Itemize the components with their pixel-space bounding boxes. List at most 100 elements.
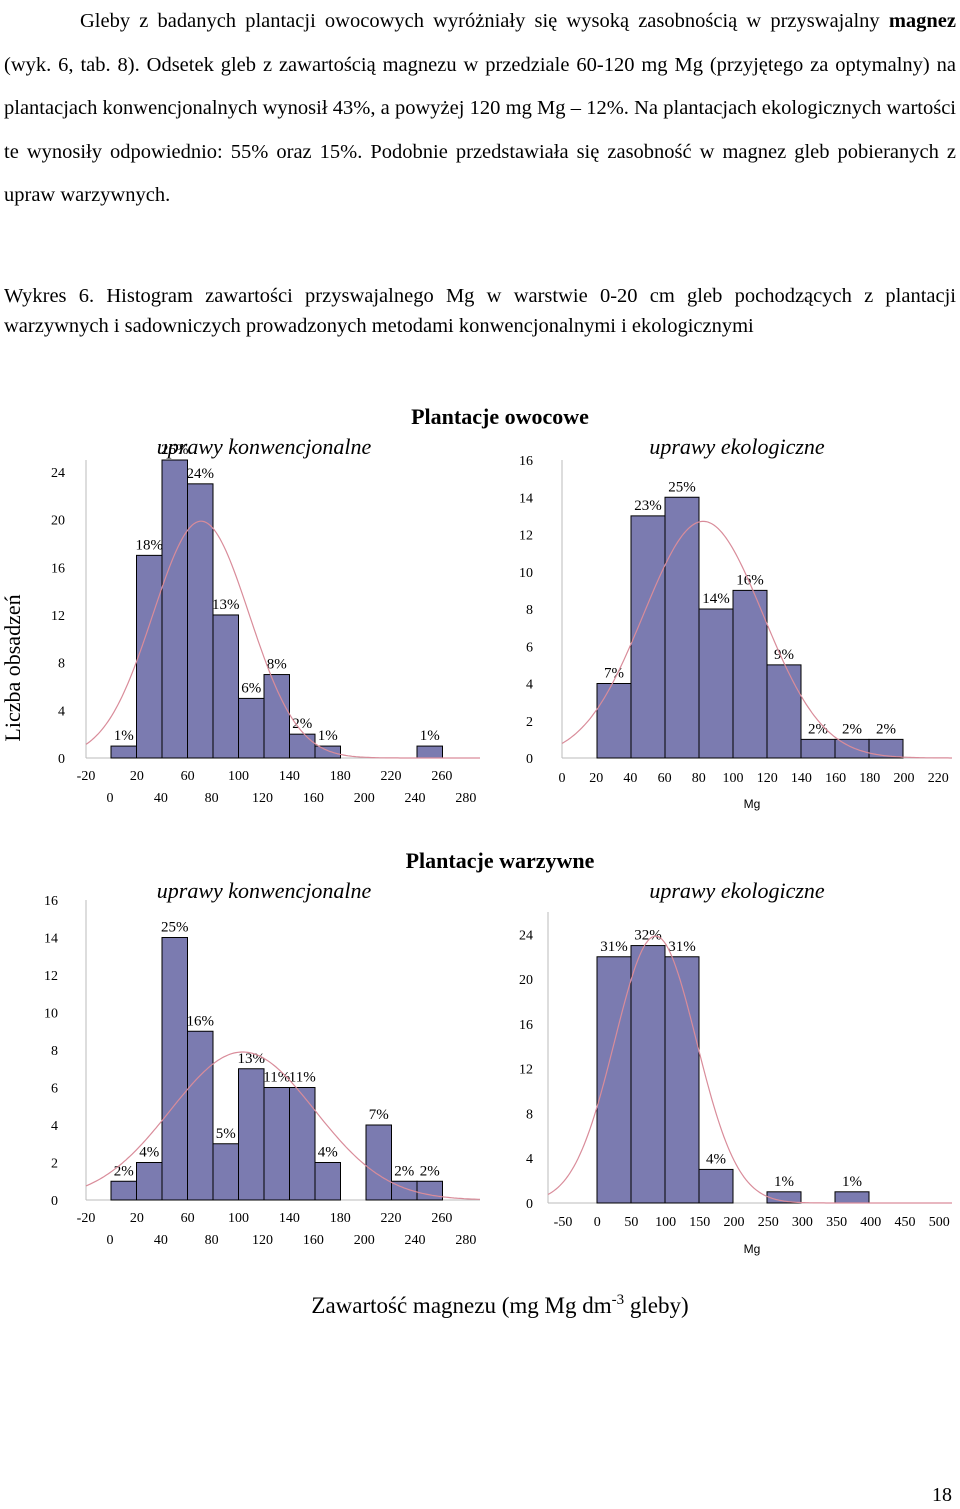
x-tick-label: 100 (723, 771, 744, 786)
x-tick-label: 60 (658, 771, 672, 786)
bar-data-label: 16% (736, 572, 764, 588)
bar-data-label: 24% (187, 466, 215, 482)
y-tick-label: 16 (519, 454, 533, 469)
x-tick-label: 40 (154, 1233, 168, 1248)
bar-data-label: 2% (808, 721, 828, 737)
y-tick-label: 8 (526, 1107, 533, 1122)
bar-data-label: 1% (842, 1174, 862, 1190)
bar-data-label: 8% (267, 657, 287, 673)
bar-data-label: 2% (394, 1163, 414, 1179)
x-tick-label: 280 (455, 1233, 476, 1248)
x-tick-label: 180 (330, 769, 351, 784)
bar-data-label: 23% (634, 498, 662, 514)
histogram-bar (596, 683, 632, 759)
x-axis-label-superscript: -3 (612, 1292, 625, 1308)
figure-caption: Wykres 6. Histogram zawartości przyswaja… (4, 285, 956, 337)
y-tick-label: 6 (51, 1082, 58, 1097)
bar-data-label: 26% (161, 442, 189, 458)
y-tick-label: 4 (51, 1119, 58, 1134)
y-tick-label: 0 (526, 1197, 533, 1212)
histogram-bar (110, 745, 137, 759)
normal-fit-curve (561, 520, 952, 759)
x-tick-label: 60 (181, 1211, 195, 1226)
x-tick-label: 0 (559, 771, 566, 786)
y-tick-label: 6 (526, 640, 533, 655)
histogram-bar (314, 745, 341, 759)
y-tick-label: 10 (519, 566, 533, 581)
x-tick-label: 250 (758, 1215, 779, 1230)
x-tick-label: -50 (554, 1215, 573, 1230)
x-tick-label: 260 (431, 769, 452, 784)
histogram-bar (238, 697, 265, 759)
bar-data-label: 16% (187, 1013, 215, 1029)
x-tick-label: 240 (405, 791, 426, 806)
paragraph-bold-term: magnez (888, 10, 956, 32)
histogram-bar (161, 459, 188, 759)
bar-data-label: 18% (136, 537, 164, 553)
body-paragraph: Gleby z badanych plantacji owocowych wyr… (4, 0, 956, 218)
x-tick-label: 220 (928, 771, 949, 786)
x-tick-label: 0 (594, 1215, 601, 1230)
y-tick-label: 12 (44, 969, 58, 984)
bar-data-label: 7% (369, 1107, 389, 1123)
y-tick-label: 8 (526, 603, 533, 618)
histogram-bar (868, 738, 904, 759)
y-tick-label: 14 (519, 491, 533, 506)
x-tick-label: 140 (791, 771, 812, 786)
bar-data-label: 9% (774, 647, 794, 663)
bar-data-label: 2% (842, 721, 862, 737)
y-tick-label: 10 (44, 1007, 58, 1022)
x-tick-label: 220 (381, 769, 402, 784)
x-tick-label: 200 (354, 1233, 375, 1248)
y-tick-label: 8 (51, 1044, 58, 1059)
y-tick-label: 2 (51, 1157, 58, 1172)
panel-title: uprawy ekologiczne (649, 434, 825, 459)
histogram-bar (212, 614, 239, 759)
x-tick-label: 120 (252, 791, 273, 806)
histogram-bar (263, 1087, 290, 1201)
x-tick-label: 300 (792, 1215, 813, 1230)
y-tick-label: 12 (519, 1063, 533, 1078)
histogram-bar (596, 956, 632, 1204)
y-axis-label: Liczba obsadzeń (0, 594, 25, 741)
panel-title: uprawy ekologiczne (649, 878, 825, 903)
histogram-bar (161, 937, 188, 1201)
bar-data-label: 4% (318, 1145, 338, 1161)
bar-data-label: 5% (216, 1126, 236, 1142)
x-tick-label: 140 (279, 1211, 300, 1226)
y-tick-label: 12 (51, 609, 65, 624)
x-tick-label: 20 (130, 769, 144, 784)
histogram-bar (289, 733, 316, 759)
y-tick-label: 4 (526, 678, 533, 693)
x-tick-label: 40 (154, 791, 168, 806)
bar-data-label: 1% (420, 728, 440, 744)
histogram-bar (289, 1087, 316, 1201)
y-tick-label: 12 (519, 529, 533, 544)
bar-data-label: 2% (420, 1163, 440, 1179)
normal-fit-curve (85, 1051, 480, 1200)
x-tick-label: 150 (689, 1215, 710, 1230)
x-tick-label: 120 (757, 771, 778, 786)
y-tick-label: 0 (51, 1194, 58, 1209)
x-tick-label: 20 (130, 1211, 144, 1226)
histogram-bar (664, 956, 700, 1204)
x-tick-label: 60 (181, 769, 195, 784)
bar-data-label: 4% (706, 1151, 726, 1167)
x-tick-label: 160 (303, 791, 324, 806)
y-tick-label: 24 (51, 466, 65, 481)
y-tick-label: 0 (526, 752, 533, 767)
histogram-bar (834, 738, 870, 759)
bar-data-label: 31% (600, 939, 628, 955)
bar-data-label: 31% (668, 939, 696, 955)
bar-data-label: 2% (292, 716, 312, 732)
histogram-bar (136, 554, 163, 759)
y-tick-label: 16 (44, 894, 58, 909)
histogram-bar (800, 738, 836, 759)
x-tick-label: 260 (431, 1211, 452, 1226)
bar-data-label: 1% (114, 728, 134, 744)
histogram-bar (238, 1068, 265, 1201)
panel-title: uprawy konwencjonalne (157, 434, 372, 459)
x-tick-label: 100 (655, 1215, 676, 1230)
histogram-bar (314, 1162, 341, 1201)
